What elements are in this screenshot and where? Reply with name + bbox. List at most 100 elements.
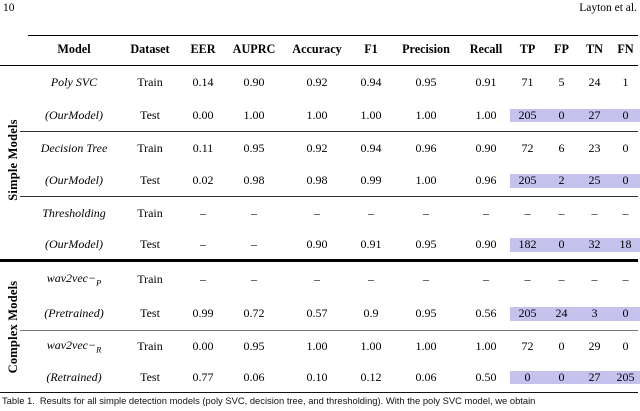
value-cell: – [558, 272, 565, 287]
value-cell: 0 [611, 307, 640, 321]
value-cell: 1.00 [415, 338, 437, 353]
value-cell: – [591, 272, 598, 287]
value-cell: 0.91 [475, 75, 497, 90]
value-cell: – [314, 272, 320, 287]
column-header-dataset: Dataset [130, 42, 170, 57]
value-cell: 0.56 [475, 306, 497, 321]
table-bottom-rule [0, 392, 638, 393]
value-cell: 0.94 [360, 75, 382, 90]
table-row: wav2vec−R Train 0.00 0.95 1.00 1.00 1.00 1.00 72… [0, 330, 640, 363]
dataset-cell: Test [140, 237, 160, 252]
value-cell: – [423, 205, 429, 220]
dataset-cell: Test [140, 306, 160, 321]
model-name-cell: wav2vec−P [46, 271, 102, 288]
value-cell: 205 [510, 307, 545, 321]
column-header-recall: Recall [469, 42, 503, 57]
value-cell: – [314, 205, 320, 220]
table-caption-text: Results for all simple detection models … [39, 395, 536, 406]
value-cell: 1 [622, 75, 629, 90]
table-mid-rule-3 [20, 330, 638, 331]
column-header-eer: EER [190, 42, 216, 57]
value-cell: 0.96 [475, 173, 497, 188]
value-cell: 0.91 [360, 237, 382, 252]
table-row: (Pretrained) Test 0.99 0.72 0.57 0.9 0.95 0.56 2… [0, 298, 640, 330]
value-cell: – [200, 237, 206, 252]
value-cell: 0.90 [475, 237, 497, 252]
dataset-cell: Train [137, 338, 163, 353]
value-cell: 0.06 [243, 369, 265, 384]
column-header-accuracy: Accuracy [292, 42, 342, 57]
value-cell: 0.99 [360, 173, 382, 188]
table-top-rule [28, 35, 638, 37]
column-header-fn: FN [617, 42, 634, 57]
table-row: wav2vec−P Train – – – – – – – – – – [0, 262, 640, 298]
model-name-cell: Poly SVC [50, 75, 98, 90]
value-cell: 3 [578, 307, 611, 321]
value-cell: 0.92 [306, 140, 328, 155]
value-cell: 0.94 [360, 140, 382, 155]
value-cell: 0 [611, 108, 640, 123]
value-cell: 0.95 [243, 338, 265, 353]
value-cell: 0 [611, 174, 640, 188]
value-cell: 0.11 [192, 140, 214, 155]
model-name-cell: (Retrained) [46, 369, 102, 384]
value-cell: 1.00 [415, 173, 437, 188]
value-cell: 205 [611, 370, 640, 385]
value-cell: 0.72 [243, 306, 265, 321]
table-row: Poly SVC Train 0.14 0.90 0.92 0.94 0.95 0.91 71 5… [0, 66, 640, 100]
value-cell: 0 [622, 140, 629, 155]
value-cell: – [423, 272, 429, 287]
value-cell: 0.90 [306, 237, 328, 252]
value-cell: 29 [588, 338, 601, 353]
column-header-model: Model [57, 42, 91, 57]
table-row: Decision Tree Train 0.11 0.95 0.92 0.94 0.96 0.… [0, 131, 640, 166]
dataset-cell: Test [140, 173, 160, 188]
value-cell: 0.10 [306, 369, 328, 384]
value-cell: 72 [521, 140, 534, 155]
table-row: (OurModel) Test 0.02 0.98 0.98 0.99 1.00 0.96 20… [0, 166, 640, 196]
value-cell: 24 [588, 75, 601, 90]
value-cell: – [251, 237, 257, 252]
model-name-cell: (OurModel) [45, 173, 103, 188]
table-caption-label: Table 1. [2, 395, 35, 406]
column-header-precision: Precision [402, 42, 450, 57]
value-cell: 2 [545, 174, 578, 188]
value-cell: 6 [558, 140, 565, 155]
value-cell: 0.12 [360, 369, 382, 384]
value-cell: 0.95 [415, 306, 437, 321]
value-cell: – [622, 272, 629, 287]
value-cell: 24 [545, 307, 578, 321]
value-cell: 1.00 [415, 107, 437, 122]
dataset-cell: Test [140, 107, 160, 122]
value-cell: 25 [578, 174, 611, 188]
value-cell: 0.02 [192, 173, 214, 188]
dataset-cell: Train [137, 75, 163, 90]
running-authors: Layton et al. [579, 2, 637, 14]
table-mid-rule-2 [20, 196, 638, 197]
model-subscript: P [96, 277, 102, 288]
table-header-rule [0, 64, 638, 66]
value-cell: – [251, 205, 257, 220]
value-cell: 0.99 [192, 306, 214, 321]
value-cell: 5 [558, 75, 565, 90]
model-subscript: R [96, 344, 102, 355]
dataset-cell: Test [140, 369, 160, 384]
value-cell: 205 [510, 174, 545, 188]
value-cell: 27 [578, 370, 611, 385]
model-name-cell: (OurModel) [45, 107, 103, 122]
value-cell: 0.06 [415, 369, 437, 384]
dataset-cell: Train [137, 205, 163, 220]
value-cell: 0.9 [363, 306, 379, 321]
table-caption: Table 1. Results for all simple detection… [2, 395, 640, 406]
model-name-cell: (OurModel) [45, 237, 103, 252]
value-cell: 0.98 [306, 173, 328, 188]
value-cell: 0.57 [306, 306, 328, 321]
table-row: (Retrained) Test 0.77 0.06 0.10 0.12 0.06 0.50 0… [0, 363, 640, 392]
value-cell: 23 [588, 140, 601, 155]
value-cell: 0.14 [192, 75, 214, 90]
value-cell: 71 [521, 75, 534, 90]
value-cell: – [524, 272, 531, 287]
value-cell: – [251, 272, 257, 287]
value-cell: 205 [510, 108, 545, 123]
